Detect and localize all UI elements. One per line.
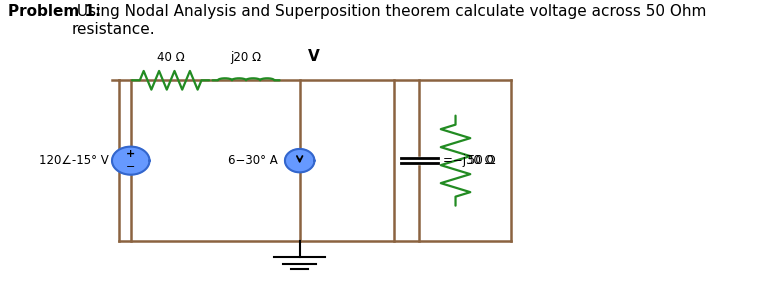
- Text: Using Nodal Analysis and Superposition theorem calculate voltage across 50 Ohm
r: Using Nodal Analysis and Superposition t…: [72, 4, 706, 37]
- Text: j20 Ω: j20 Ω: [231, 51, 262, 64]
- Polygon shape: [112, 147, 150, 175]
- Text: −: −: [126, 162, 135, 172]
- Text: =−j30 Ω: =−j30 Ω: [443, 154, 494, 167]
- Text: 40 Ω: 40 Ω: [157, 51, 185, 64]
- Polygon shape: [285, 149, 314, 172]
- Text: 120∠-15° V: 120∠-15° V: [39, 154, 109, 167]
- Text: 6−30° A: 6−30° A: [229, 154, 278, 167]
- Text: +: +: [126, 149, 135, 159]
- Text: 50 Ω: 50 Ω: [468, 154, 495, 167]
- Text: V: V: [308, 49, 320, 64]
- Text: Problem 1:: Problem 1:: [8, 4, 101, 19]
